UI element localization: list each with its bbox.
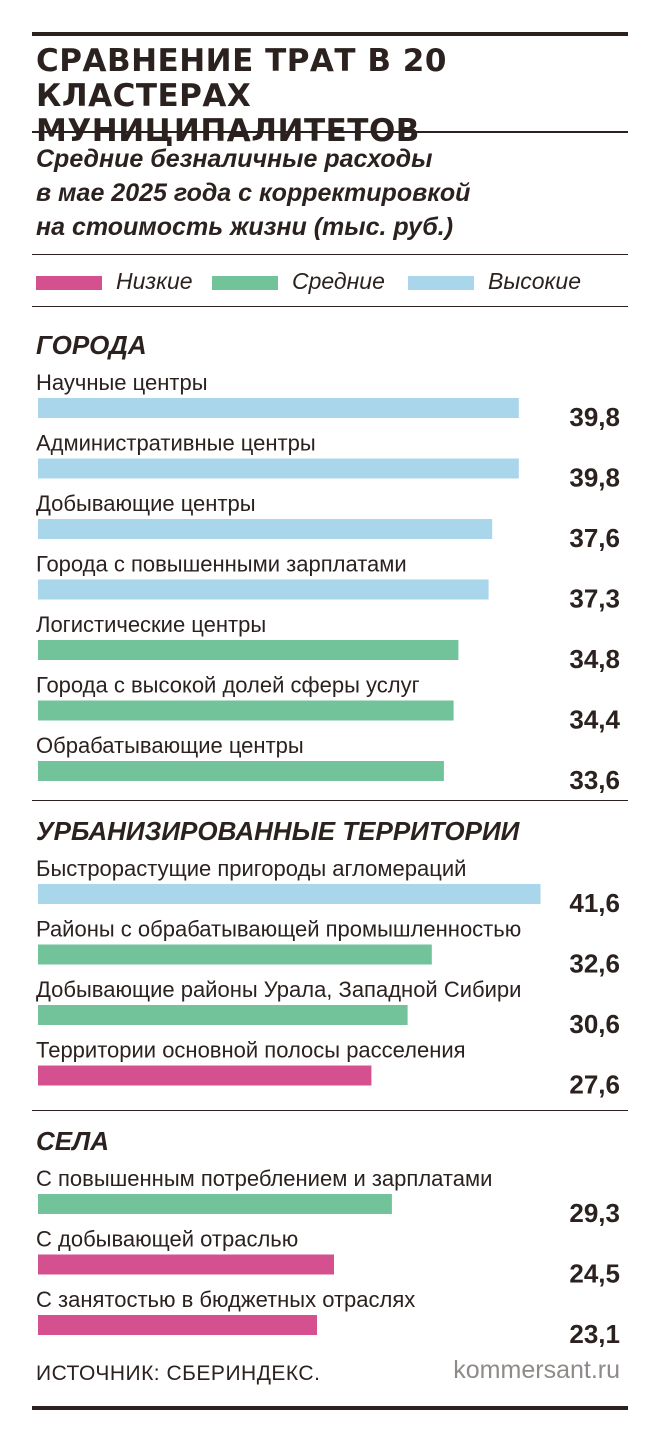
bar [38,884,541,904]
bar [38,1005,408,1025]
bar [38,1315,317,1335]
bar-value-label: 41,6 [569,888,620,918]
bar [38,579,489,600]
source-note: ИСТОЧНИК: СБЕРИНДЕКС. [36,1362,321,1385]
bar-value-label: 30,6 [569,1009,620,1039]
bar [38,1194,392,1214]
bar-value-label: 32,6 [569,949,620,979]
group-heading: ГОРОДА [36,330,147,360]
bar [38,519,493,539]
bar [38,458,519,479]
bar-label: Города с высокой долей сферы услуг [36,673,420,698]
legend-label-low: Низкие [116,268,193,294]
bar-value-label: 24,5 [569,1259,620,1289]
bar-label: С добывающей отраслью [36,1227,298,1252]
bar-label: Научные центры [36,370,208,395]
bar [38,1065,372,1086]
legend-swatch-low [36,276,102,290]
bar-label: С повышенным потреблением и зарплатами [36,1166,492,1191]
legend-divider [32,306,628,307]
bar [38,700,454,721]
legend: Низкие Средние Высокие [36,266,626,298]
bar-value-label: 23,1 [569,1319,620,1349]
group-divider [32,1110,628,1111]
bar-label: Административные центры [36,431,316,456]
top-rule [32,32,628,36]
bar-value-label: 37,6 [569,523,620,553]
group-heading: СЕЛА [36,1126,109,1156]
bar-label: Логистические центры [36,612,266,637]
bar-label: Быстрорастущие пригороды агломераций [36,856,466,881]
bar [38,944,432,965]
bar-value-label: 37,3 [569,584,620,614]
legend-label-high: Высокие [488,268,581,294]
bar-label: Районы с обрабатывающей промышленностью [36,917,521,942]
bar-value-label: 39,8 [569,402,620,432]
legend-swatch-high [408,276,474,290]
bar-value-label: 39,8 [569,463,620,493]
group-divider [32,800,628,801]
bar-label: С занятостью в бюджетных отраслях [36,1287,415,1312]
title-divider [32,131,628,133]
bar-value-label: 34,4 [569,705,620,735]
bar-value-label: 27,6 [569,1070,620,1100]
bar-label: Обрабатывающие центры [36,733,304,758]
bar [38,1254,334,1275]
bar [38,640,459,660]
legend-swatch-medium [212,276,278,290]
site-credit: kommersant.ru [453,1356,620,1384]
bar-label: Добывающие районы Урала, Западной Сибири [36,977,521,1002]
bar [38,761,444,781]
bar [38,398,519,418]
bar-label: Города с повышенными зарплатами [36,552,407,577]
bar-label: Территории основной полосы расселения [36,1038,466,1063]
bar-value-label: 29,3 [569,1198,620,1228]
legend-label-medium: Средние [292,268,385,294]
bar-label: Добывающие центры [36,491,256,516]
bar-value-label: 34,8 [569,644,620,674]
subtitle-divider [32,254,628,255]
group-heading: УРБАНИЗИРОВАННЫЕ ТЕРРИТОРИИ [36,816,521,846]
bar-value-label: 33,6 [569,765,620,795]
chart-subtitle: Средние безналичные расходы в мае 2025 г… [36,145,471,241]
bottom-rule [32,1406,628,1410]
